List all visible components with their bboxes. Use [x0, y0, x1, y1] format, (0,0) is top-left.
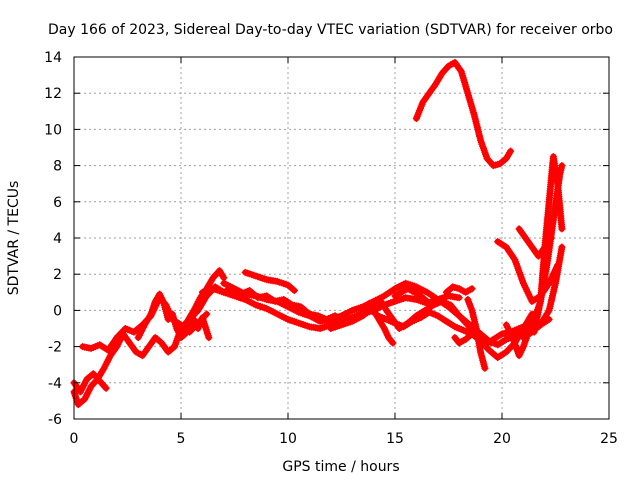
plus-markers: [391, 285, 437, 309]
y-tick-label: 10: [44, 122, 62, 138]
y-tick-label: 2: [53, 267, 62, 283]
data-trace: [134, 290, 213, 342]
x-tick-label: 0: [70, 431, 79, 447]
data-trace: [442, 283, 476, 296]
plus-markers: [519, 243, 566, 342]
x-tick-labels: 0 5 10 15 20 25: [70, 431, 618, 447]
y-tick-label: -2: [48, 340, 62, 356]
plus-markers: [412, 58, 515, 170]
y-tick-label: 14: [44, 50, 62, 66]
x-tick-label: 10: [279, 431, 297, 447]
plus-markers: [70, 267, 228, 408]
y-tick-label: 0: [53, 303, 62, 319]
x-tick-label: 5: [177, 431, 186, 447]
data-trace: [70, 267, 228, 408]
y-tick-label: -4: [48, 376, 62, 392]
axis-ticks: [73, 56, 610, 420]
plus-markers: [134, 290, 213, 342]
y-axis-label: SDTVAR / TECUs: [6, 181, 22, 296]
data-trace: [391, 285, 437, 309]
x-tick-label: 15: [386, 431, 404, 447]
plus-markers: [442, 283, 476, 296]
data-trace: [412, 58, 515, 170]
x-tick-label: 25: [600, 431, 618, 447]
y-tick-label: 4: [53, 231, 62, 247]
chart-title: Day 166 of 2023, Sidereal Day-to-day VTE…: [48, 22, 613, 38]
data-trace: [524, 162, 566, 332]
y-tick-label: -6: [48, 412, 62, 428]
plus-markers: [365, 299, 397, 347]
x-tick-label: 20: [493, 431, 511, 447]
y-tick-label: 12: [44, 86, 62, 102]
y-tick-label: 8: [53, 159, 62, 175]
y-tick-label: 6: [53, 195, 62, 211]
plus-markers: [241, 268, 298, 294]
data-trace: [365, 299, 397, 347]
data-trace: [241, 268, 298, 294]
data-trace: [502, 321, 534, 360]
plus-markers: [524, 162, 566, 332]
data-trace: [464, 296, 489, 372]
data-trace: [519, 243, 566, 342]
data-series: [70, 58, 566, 408]
x-axis-label: GPS time / hours: [282, 459, 399, 475]
y-tick-labels: -6 -4 -2 0 2 4 6 8 10 12 14: [44, 50, 62, 428]
plus-markers: [464, 296, 489, 372]
